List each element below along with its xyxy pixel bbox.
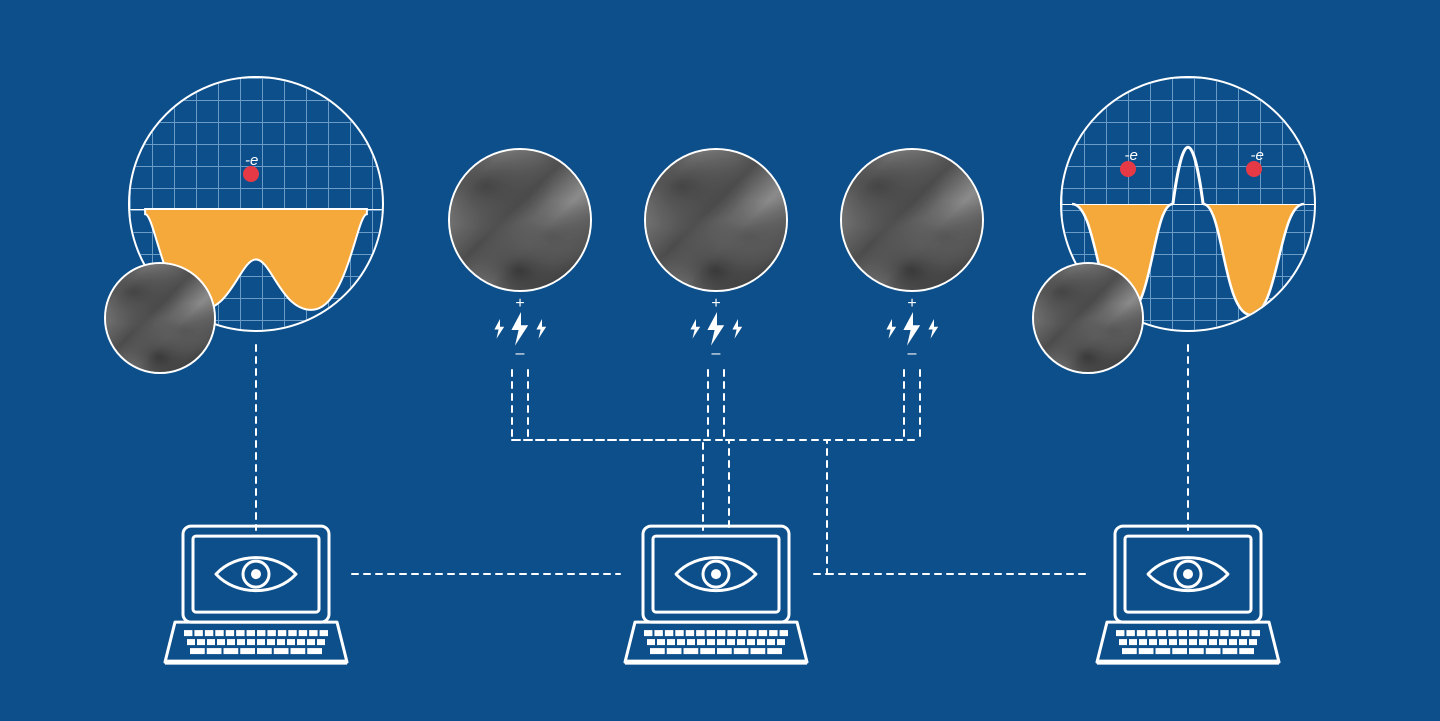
bolt-icons <box>486 312 554 346</box>
electron-label: -e <box>245 152 258 169</box>
electron-label: -e <box>1251 147 1264 164</box>
electron-label: -e <box>1125 147 1138 164</box>
microscopy-circle <box>840 148 984 292</box>
laptop-icon <box>161 522 351 670</box>
bolt-icons <box>878 312 946 346</box>
minus-label: – <box>878 346 946 362</box>
minus-label: – <box>682 346 750 362</box>
baseline <box>130 209 382 210</box>
bolt-icons <box>682 312 750 346</box>
minus-label: – <box>486 346 554 362</box>
microscopy-circle <box>448 148 592 292</box>
inset-micro-left <box>104 262 216 374</box>
plus-label: + <box>878 296 946 312</box>
laptop-icon <box>1093 522 1283 670</box>
plus-label: + <box>486 296 554 312</box>
inset-micro-right <box>1032 262 1144 374</box>
baseline <box>1062 204 1314 205</box>
laptop-icon <box>621 522 811 670</box>
plus-label: + <box>682 296 750 312</box>
spark-unit: +– <box>682 296 750 362</box>
spark-unit: +– <box>878 296 946 362</box>
microscopy-circle <box>644 148 788 292</box>
spark-unit: +– <box>486 296 554 362</box>
